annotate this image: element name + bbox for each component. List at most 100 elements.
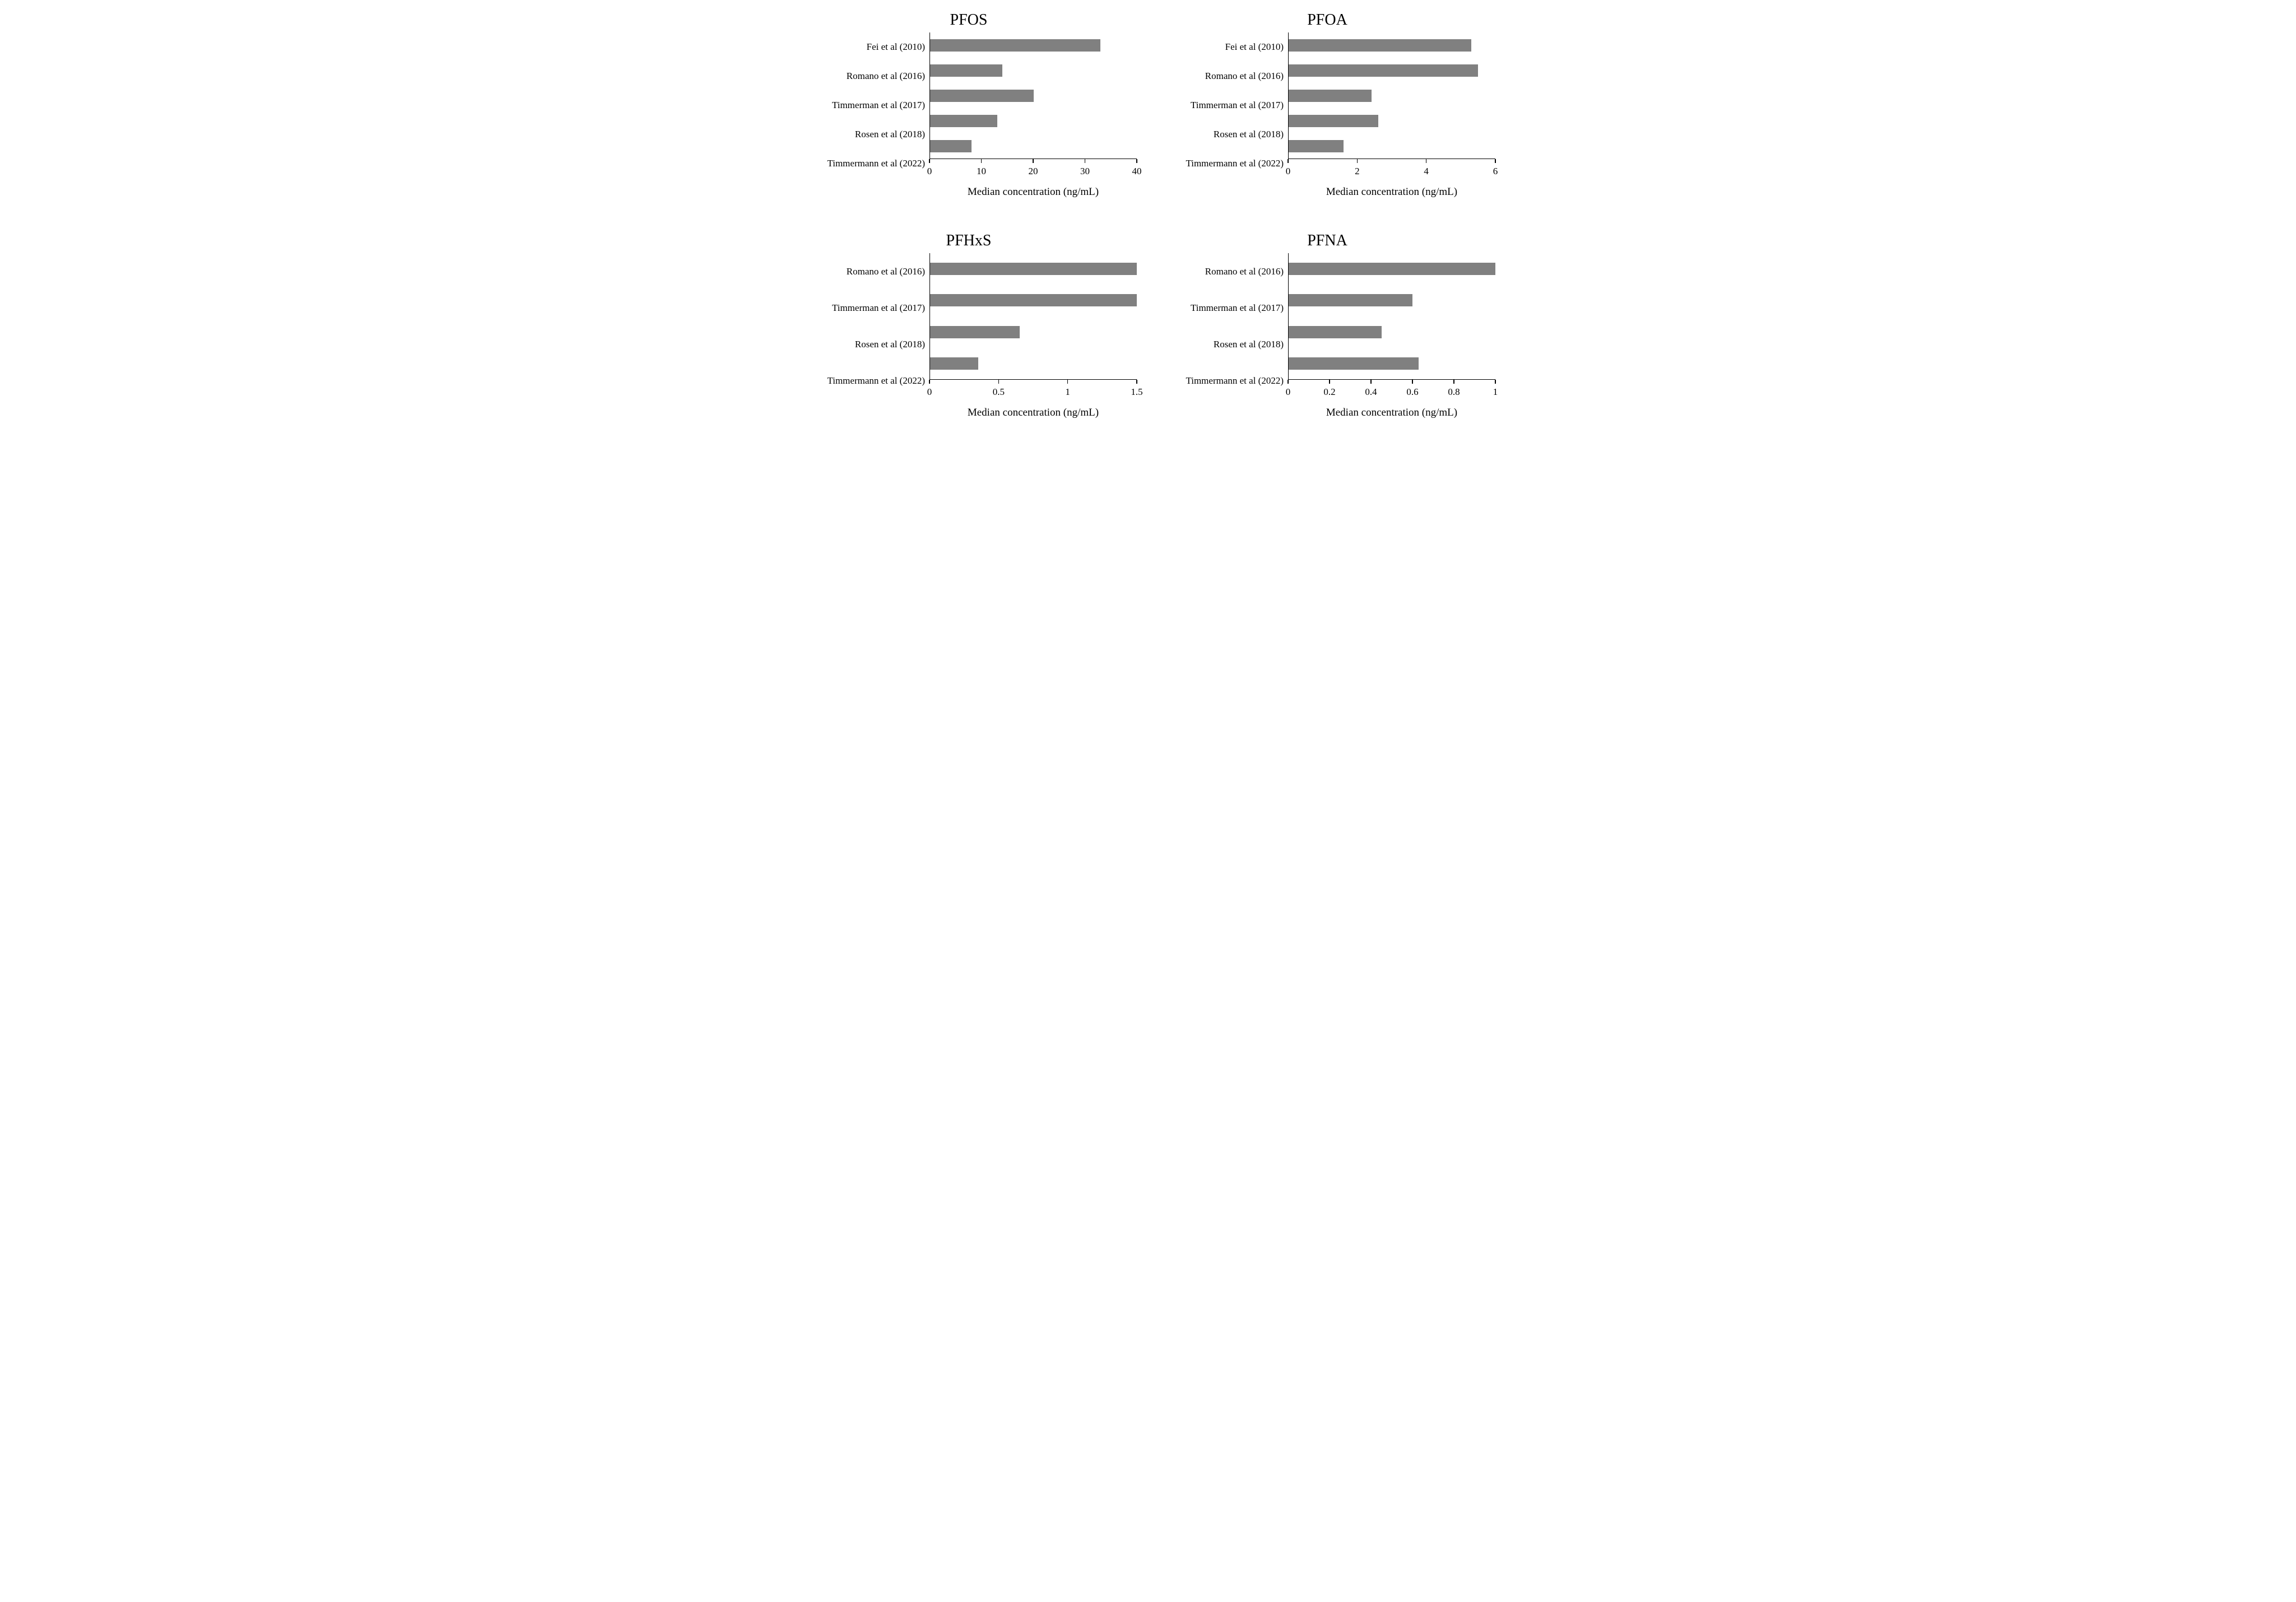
y-category-labels: Romano et al (2016) Timmerman et al (2017… xyxy=(1159,253,1288,399)
y-category-label: Romano et al (2016) xyxy=(847,71,925,82)
bar xyxy=(1289,90,1372,102)
bars-box xyxy=(1288,32,1495,159)
x-tick-label: 20 xyxy=(1029,166,1038,177)
y-category-label: Timmermann et al (2022) xyxy=(1186,375,1284,386)
bars-box xyxy=(929,32,1137,159)
x-tick-labels: 0 2 4 6 xyxy=(1288,166,1495,178)
x-tick-label: 1 xyxy=(1065,386,1070,398)
bar xyxy=(930,64,1002,77)
y-category-label: Timmerman et al (2017) xyxy=(1191,302,1284,314)
bar xyxy=(930,357,978,370)
x-tick-label: 0.5 xyxy=(993,386,1005,398)
x-axis-title: Median concentration (ng/mL) xyxy=(929,186,1137,198)
y-category-label: Fei et al (2010) xyxy=(1225,41,1284,53)
x-tick xyxy=(929,159,930,163)
chart-wrap: 00.511.5 xyxy=(929,253,1137,399)
x-tick xyxy=(929,380,930,384)
x-tick-label: 0 xyxy=(927,166,932,177)
x-tick-label: 10 xyxy=(977,166,986,177)
y-category-label: Romano et al (2016) xyxy=(1205,266,1284,277)
bar xyxy=(1289,357,1419,370)
panel-pfhxs: PFHxS Romano et al (2016) Timmerman et al … xyxy=(801,232,1137,419)
x-tick-labels: 00.511.5 xyxy=(929,386,1137,399)
x-tick xyxy=(1136,159,1137,163)
bar xyxy=(930,39,1100,52)
x-axis-title: Median concentration (ng/mL) xyxy=(929,407,1137,419)
panel-title: PFHxS xyxy=(801,232,1137,250)
bar xyxy=(1289,263,1495,275)
plot-area: Fei et al (2010)Romano et al (2016)Timme… xyxy=(1159,32,1495,178)
bar xyxy=(930,90,1034,102)
y-category-label: Timmerman et al (2017) xyxy=(832,302,925,314)
panel-pfna: PFNARomano et al (2016)Timmerman et al (… xyxy=(1159,232,1495,419)
x-tick-label: 4 xyxy=(1424,166,1429,177)
panel-pfos: PFOS Fei et al (2010) Romano et al (2016) T… xyxy=(801,11,1137,198)
x-tick-label: 0 xyxy=(927,386,932,398)
x-tick-label: 6 xyxy=(1493,166,1498,177)
bar xyxy=(1289,39,1471,52)
plot-area: Romano et al (2016) Timmerman et al (2017… xyxy=(801,253,1137,399)
x-axis-title: Median concentration (ng/mL) xyxy=(1288,186,1495,198)
x-tick-label: 0 xyxy=(1286,166,1291,177)
chart-wrap: 00.20.40.60.81 xyxy=(1288,253,1495,399)
x-tick xyxy=(1067,380,1068,384)
bar xyxy=(1289,140,1344,152)
chart-wrap: 010203040 xyxy=(929,32,1137,178)
y-category-label: Rosen et al (2018) xyxy=(855,129,925,140)
x-tick xyxy=(981,159,982,163)
x-tick-label: 40 xyxy=(1132,166,1142,177)
bar xyxy=(1289,115,1378,127)
y-category-label: Timmermann et al (2022) xyxy=(1186,158,1284,169)
x-ticks xyxy=(1288,380,1495,385)
panel-title: PFOA xyxy=(1159,11,1495,29)
y-category-label: Rosen et al (2018) xyxy=(1214,339,1284,350)
bars-box xyxy=(929,253,1137,380)
y-category-label: Romano et al (2016) xyxy=(847,266,925,277)
x-tick xyxy=(1136,380,1137,384)
x-tick xyxy=(1370,380,1372,384)
y-category-label: Fei et al (2010) xyxy=(867,41,925,53)
x-tick-label: 0.8 xyxy=(1448,386,1460,398)
panel-pfoa: PFOA Fei et al (2010)Romano et al (2016)T… xyxy=(1159,11,1495,198)
y-category-label: Timmermann et al (2022) xyxy=(827,375,925,386)
x-tick xyxy=(1329,380,1330,384)
bar xyxy=(1289,326,1382,338)
x-tick-labels: 00.20.40.60.81 xyxy=(1288,386,1495,399)
bar xyxy=(930,263,1137,275)
plot-area: Romano et al (2016) Timmerman et al (2017… xyxy=(1159,253,1495,399)
panel-title: PFOS xyxy=(801,11,1137,29)
x-tick-label: 1 xyxy=(1493,386,1498,398)
x-tick xyxy=(1426,159,1427,163)
bar xyxy=(1289,294,1412,306)
bar xyxy=(1289,64,1478,77)
x-tick-label: 0.4 xyxy=(1365,386,1377,398)
plot-area: Fei et al (2010) Romano et al (2016) Timme… xyxy=(801,32,1137,178)
bars-box xyxy=(1288,253,1495,380)
x-tick-label: 0.2 xyxy=(1323,386,1335,398)
x-tick-label: 1.5 xyxy=(1131,386,1142,398)
x-tick-labels: 010203040 xyxy=(929,166,1137,178)
bar xyxy=(930,326,1020,338)
y-category-label: Timmermann et al (2022) xyxy=(827,158,925,169)
y-category-labels: Romano et al (2016) Timmerman et al (2017… xyxy=(801,253,929,399)
y-category-label: Timmerman et al (2017) xyxy=(1191,100,1284,111)
bar xyxy=(930,294,1137,306)
y-category-label: Rosen et al (2018) xyxy=(855,339,925,350)
x-tick xyxy=(1412,380,1413,384)
x-tick xyxy=(998,380,1000,384)
x-tick xyxy=(1453,380,1454,384)
x-tick xyxy=(1357,159,1358,163)
x-ticks xyxy=(929,380,1137,385)
x-tick xyxy=(1288,159,1289,163)
x-ticks xyxy=(1288,159,1495,165)
figure-grid: PFOS Fei et al (2010) Romano et al (2016) T… xyxy=(801,11,1495,419)
x-ticks xyxy=(929,159,1137,165)
x-tick xyxy=(1495,380,1496,384)
y-category-label: Rosen et al (2018) xyxy=(1214,129,1284,140)
x-tick xyxy=(1288,380,1289,384)
y-category-labels: Fei et al (2010)Romano et al (2016)Timme… xyxy=(1159,32,1288,178)
y-category-label: Timmerman et al (2017) xyxy=(832,100,925,111)
x-tick xyxy=(1033,159,1034,163)
bar xyxy=(930,140,972,152)
x-tick-label: 2 xyxy=(1355,166,1360,177)
